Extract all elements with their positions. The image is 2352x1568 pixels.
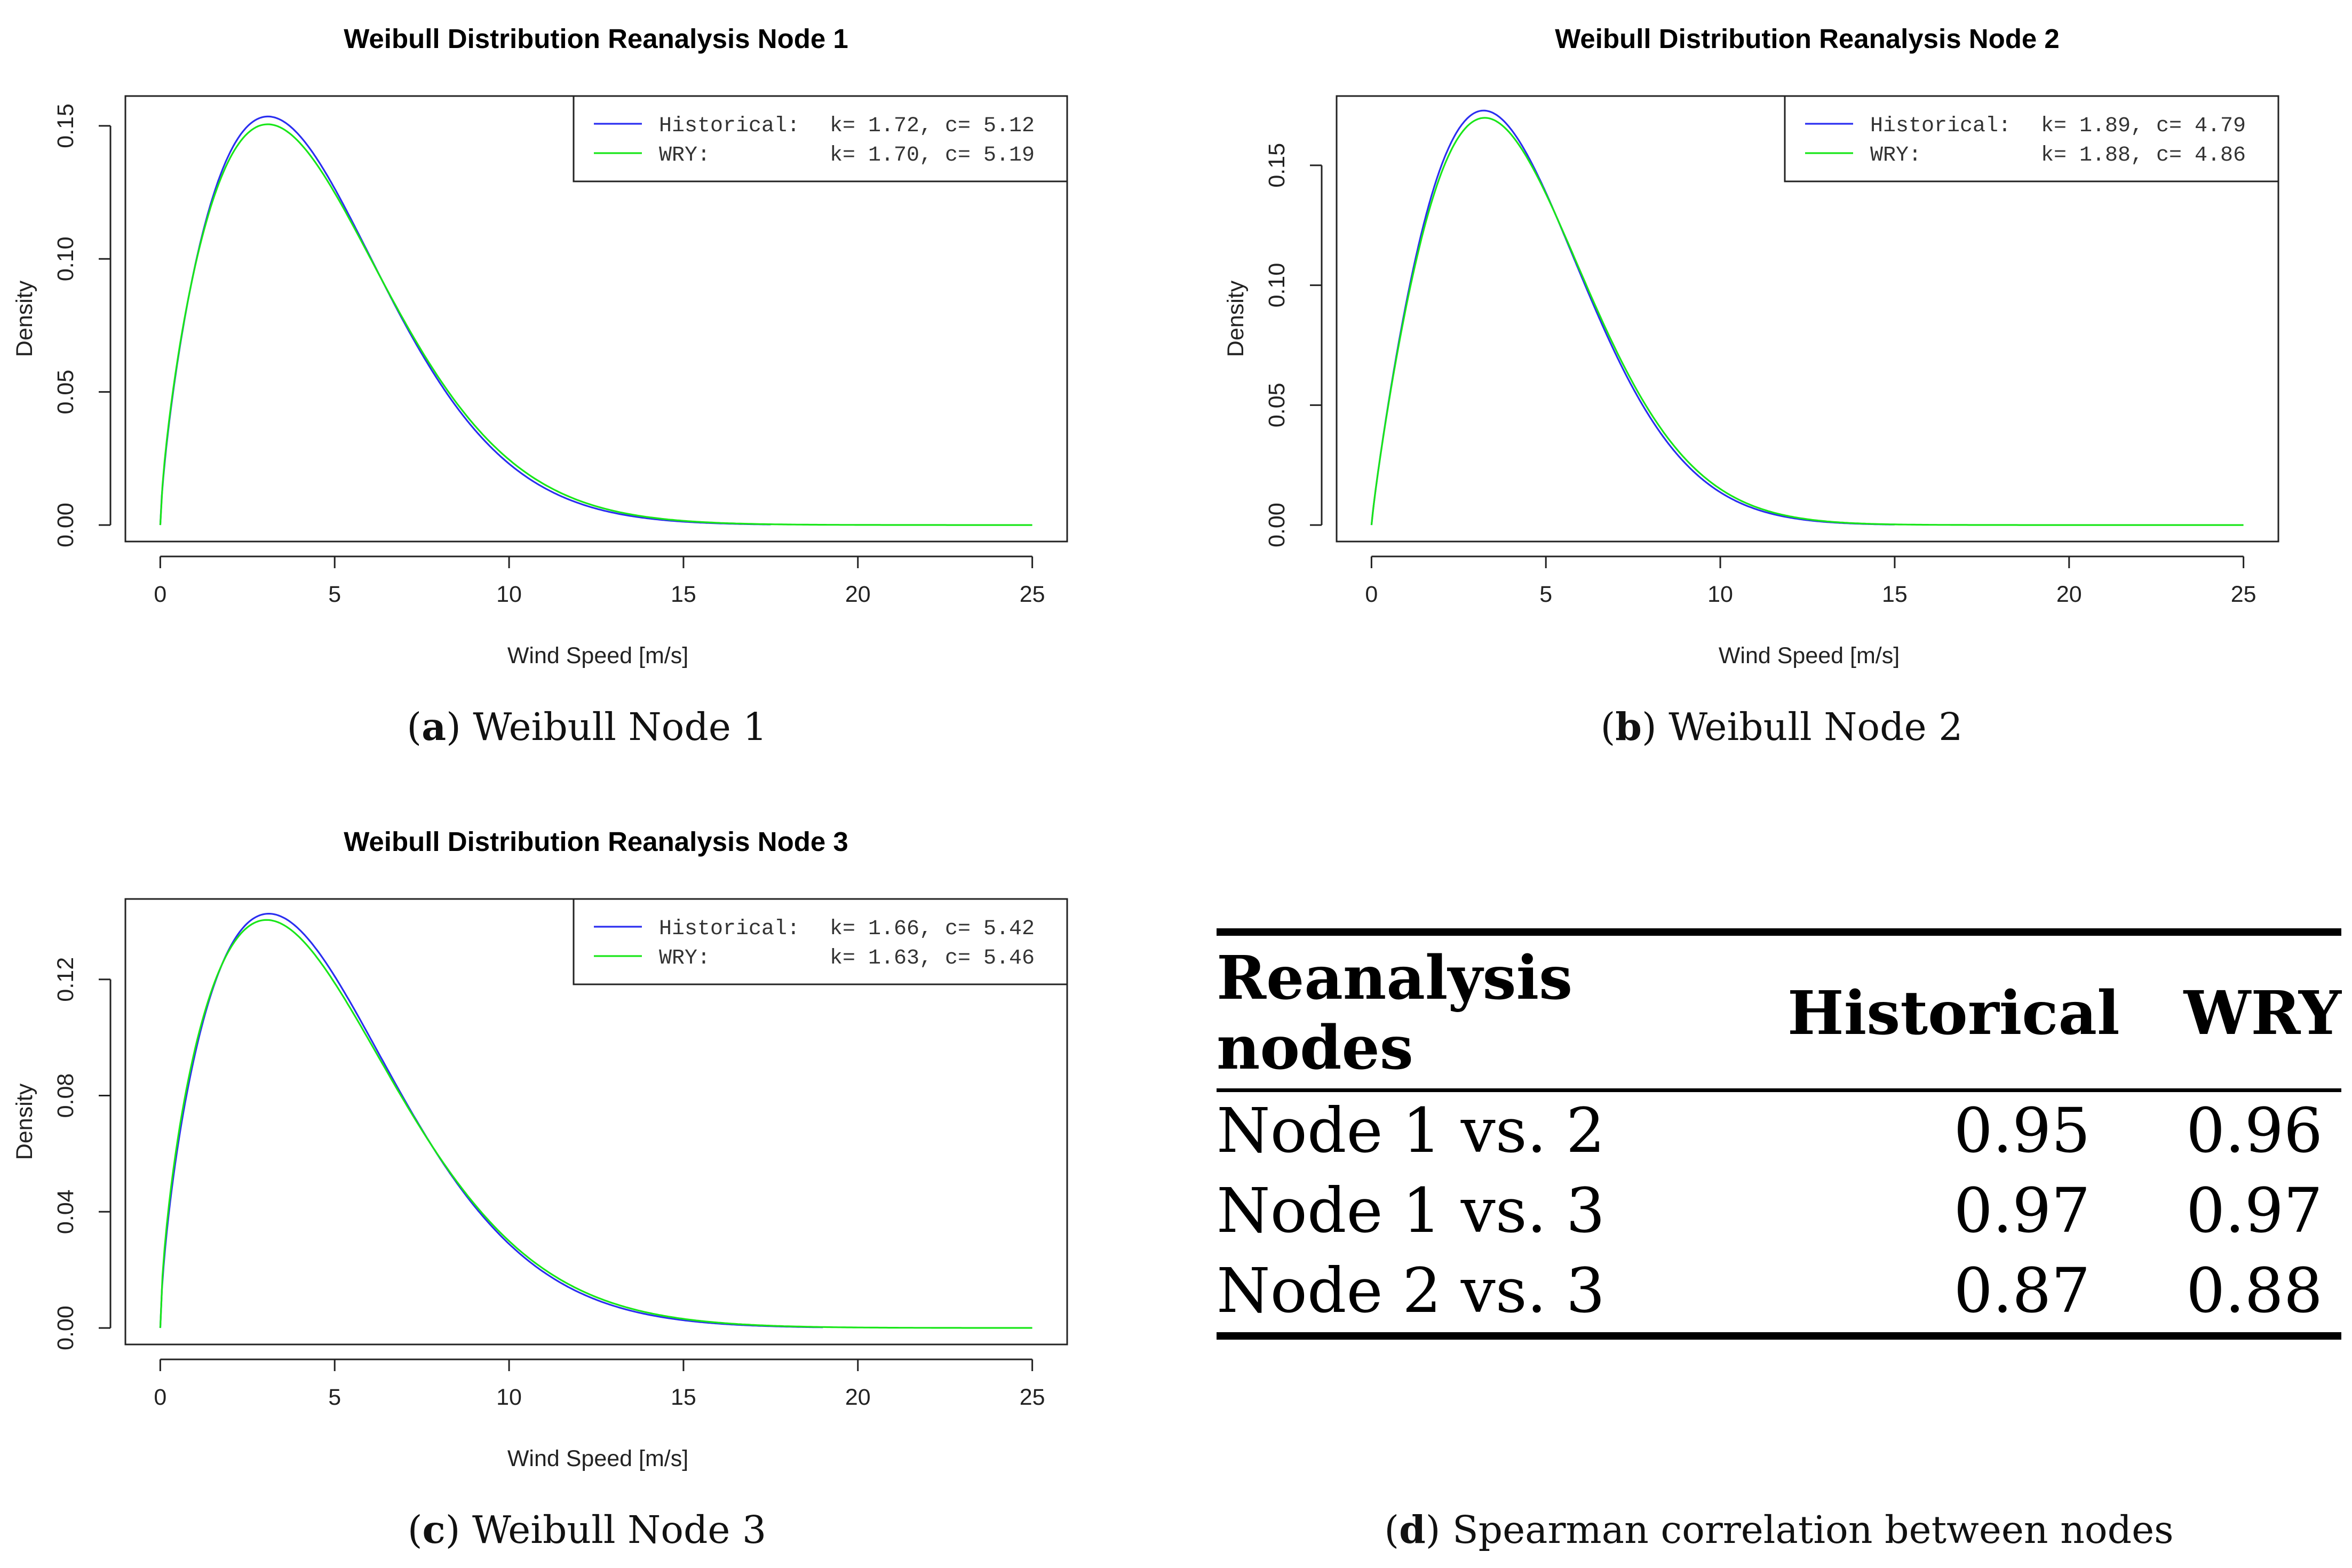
series-line-wry bbox=[1370, 117, 2244, 526]
legend: Historical: k= 1.66, c= 5.42 WRY: k= 1.63, … bbox=[573, 898, 1068, 985]
caption-b: (b) Weibull Node 2 bbox=[1600, 704, 1963, 749]
caption-d: (d) Spearman correlation between nodes bbox=[1384, 1507, 2174, 1552]
x-axis-label: Wind Speed [m/s] bbox=[507, 643, 688, 668]
spearman-table: Reanalysis nodes Historical WRY Node 1 v… bbox=[1217, 928, 2341, 1340]
x-tick-label: 0 bbox=[154, 582, 166, 607]
x-tick-label: 15 bbox=[1882, 582, 1908, 607]
y-tick-label: 0.05 bbox=[1264, 383, 1290, 427]
y-tick-label: 0.10 bbox=[53, 236, 78, 281]
x-tick-label: 0 bbox=[154, 1384, 166, 1410]
caption-b-text: Weibull Node 2 bbox=[1668, 705, 1963, 749]
x-tick-label: 20 bbox=[845, 582, 871, 607]
x-tick-label: 25 bbox=[1020, 1384, 1045, 1410]
y-tick-label: 0.05 bbox=[53, 370, 78, 415]
chart-panel-node-2: Weibull Distribution Reanalysis Node 2 0 5… bbox=[1211, 0, 2352, 779]
caption-c-letter: c bbox=[422, 1507, 446, 1552]
table-row: Node 1 vs. 2 0.95 0.96 bbox=[1217, 1091, 2341, 1173]
x-tick-label: 5 bbox=[1539, 582, 1552, 607]
legend-box bbox=[573, 95, 1068, 182]
series-line-wry bbox=[159, 919, 1032, 1329]
legend-series-params: k= 1.88, c= 4.86 bbox=[2041, 144, 2246, 168]
historical-value: 0.95 bbox=[1953, 1095, 2091, 1167]
series-line-historical bbox=[159, 913, 823, 1328]
y-tick-label: 0.00 bbox=[53, 1306, 78, 1350]
y-axis-label: Density bbox=[12, 1083, 37, 1160]
chart-title: Weibull Distribution Reanalysis Node 1 bbox=[344, 23, 848, 54]
weibull-chart-node-3: Weibull Distribution Reanalysis Node 3 0 5… bbox=[12, 826, 1068, 1471]
table-header-row: Reanalysis nodes Historical WRY bbox=[1217, 932, 2341, 1091]
legend-box bbox=[573, 898, 1068, 985]
table-row: Node 1 vs. 3 0.97 0.97 bbox=[1217, 1172, 2341, 1252]
y-tick-label: 0.00 bbox=[53, 503, 78, 547]
header-reanalysis-nodes: Reanalysis nodes bbox=[1217, 943, 1573, 1083]
legend-series-name: WRY: bbox=[659, 946, 710, 970]
x-tick-label: 0 bbox=[1365, 582, 1378, 607]
legend-series-name: WRY: bbox=[659, 144, 710, 168]
wry-value: 0.97 bbox=[2186, 1175, 2323, 1247]
series-line-historical bbox=[159, 115, 771, 526]
x-tick-label: 5 bbox=[328, 582, 341, 607]
chart-panel-node-1: Weibull Distribution Reanalysis Node 1 0 5… bbox=[0, 0, 1174, 779]
caption-c: (c) Weibull Node 3 bbox=[407, 1507, 767, 1552]
legend-series-params: k= 1.89, c= 4.79 bbox=[2041, 114, 2246, 138]
caption-b-letter: b bbox=[1615, 704, 1642, 749]
caption-a-text: Weibull Node 1 bbox=[473, 705, 767, 749]
y-axis-label: Density bbox=[12, 280, 37, 357]
wry-value: 0.96 bbox=[2186, 1095, 2323, 1167]
row-label: Node 2 vs. 3 bbox=[1217, 1255, 1606, 1327]
header-wry: WRY bbox=[2183, 978, 2341, 1048]
table-row: Node 2 vs. 3 0.87 0.88 bbox=[1217, 1252, 2341, 1336]
y-tick-label: 0.15 bbox=[1264, 143, 1290, 188]
legend: Historical: k= 1.72, c= 5.12 WRY: k= 1.70, … bbox=[573, 95, 1068, 182]
caption-a-letter: a bbox=[422, 704, 447, 749]
series-line-historical bbox=[1370, 109, 1895, 526]
legend-series-name: Historical: bbox=[1870, 114, 2011, 138]
historical-value: 0.97 bbox=[1953, 1175, 2091, 1247]
row-label: Node 1 vs. 2 bbox=[1217, 1095, 1606, 1167]
caption-c-text: Weibull Node 3 bbox=[472, 1508, 767, 1552]
chart-panel-node-3: Weibull Distribution Reanalysis Node 3 0 5… bbox=[0, 803, 1174, 1568]
legend-series-params: k= 1.66, c= 5.42 bbox=[830, 917, 1035, 941]
x-tick-label: 5 bbox=[328, 1384, 341, 1410]
historical-value: 0.87 bbox=[1953, 1255, 2091, 1327]
y-tick-label: 0.15 bbox=[53, 104, 78, 148]
x-tick-label: 25 bbox=[1020, 582, 1045, 607]
x-tick-label: 10 bbox=[496, 1384, 522, 1410]
x-tick-label: 15 bbox=[671, 1384, 696, 1410]
legend-series-name: Historical: bbox=[659, 917, 800, 941]
weibull-chart-node-1: Weibull Distribution Reanalysis Node 1 0 5… bbox=[12, 23, 1068, 668]
x-tick-label: 20 bbox=[2056, 582, 2082, 607]
x-tick-label: 10 bbox=[1707, 582, 1733, 607]
series-line-wry bbox=[159, 123, 1032, 526]
x-tick-label: 10 bbox=[496, 582, 522, 607]
legend-series-params: k= 1.72, c= 5.12 bbox=[830, 114, 1035, 138]
x-tick-label: 20 bbox=[845, 1384, 871, 1410]
wry-value: 0.88 bbox=[2186, 1255, 2323, 1327]
weibull-chart-node-2: Weibull Distribution Reanalysis Node 2 0 5… bbox=[1223, 23, 2279, 668]
legend-series-params: k= 1.70, c= 5.19 bbox=[830, 144, 1035, 168]
legend-series-params: k= 1.63, c= 5.46 bbox=[830, 946, 1035, 970]
y-tick-label: 0.10 bbox=[1264, 263, 1290, 308]
caption-d-text: Spearman correlation between nodes bbox=[1452, 1508, 2174, 1552]
y-axis-label: Density bbox=[1223, 280, 1249, 357]
header-historical: Historical bbox=[1787, 978, 2120, 1048]
legend: Historical: k= 1.89, c= 4.79 WRY: k= 1.88, … bbox=[1784, 95, 2279, 182]
x-axis-label: Wind Speed [m/s] bbox=[507, 1446, 688, 1471]
chart-title: Weibull Distribution Reanalysis Node 2 bbox=[1555, 23, 2060, 54]
x-tick-label: 25 bbox=[2231, 582, 2256, 607]
caption-d-letter: d bbox=[1399, 1507, 1426, 1552]
x-tick-label: 15 bbox=[671, 582, 696, 607]
y-tick-label: 0.08 bbox=[53, 1073, 78, 1118]
row-label: Node 1 vs. 3 bbox=[1217, 1175, 1606, 1247]
legend-series-name: WRY: bbox=[1870, 144, 1921, 168]
x-axis-label: Wind Speed [m/s] bbox=[1719, 643, 1900, 668]
y-tick-label: 0.12 bbox=[53, 957, 78, 1002]
legend-box bbox=[1784, 95, 2279, 182]
y-tick-label: 0.00 bbox=[1264, 503, 1290, 547]
chart-title: Weibull Distribution Reanalysis Node 3 bbox=[344, 826, 848, 857]
caption-a: (a) Weibull Node 1 bbox=[407, 704, 767, 749]
spearman-table-panel: Reanalysis nodes Historical WRY Node 1 v… bbox=[1217, 928, 2341, 1340]
y-tick-label: 0.04 bbox=[53, 1189, 78, 1234]
legend-series-name: Historical: bbox=[659, 114, 800, 138]
